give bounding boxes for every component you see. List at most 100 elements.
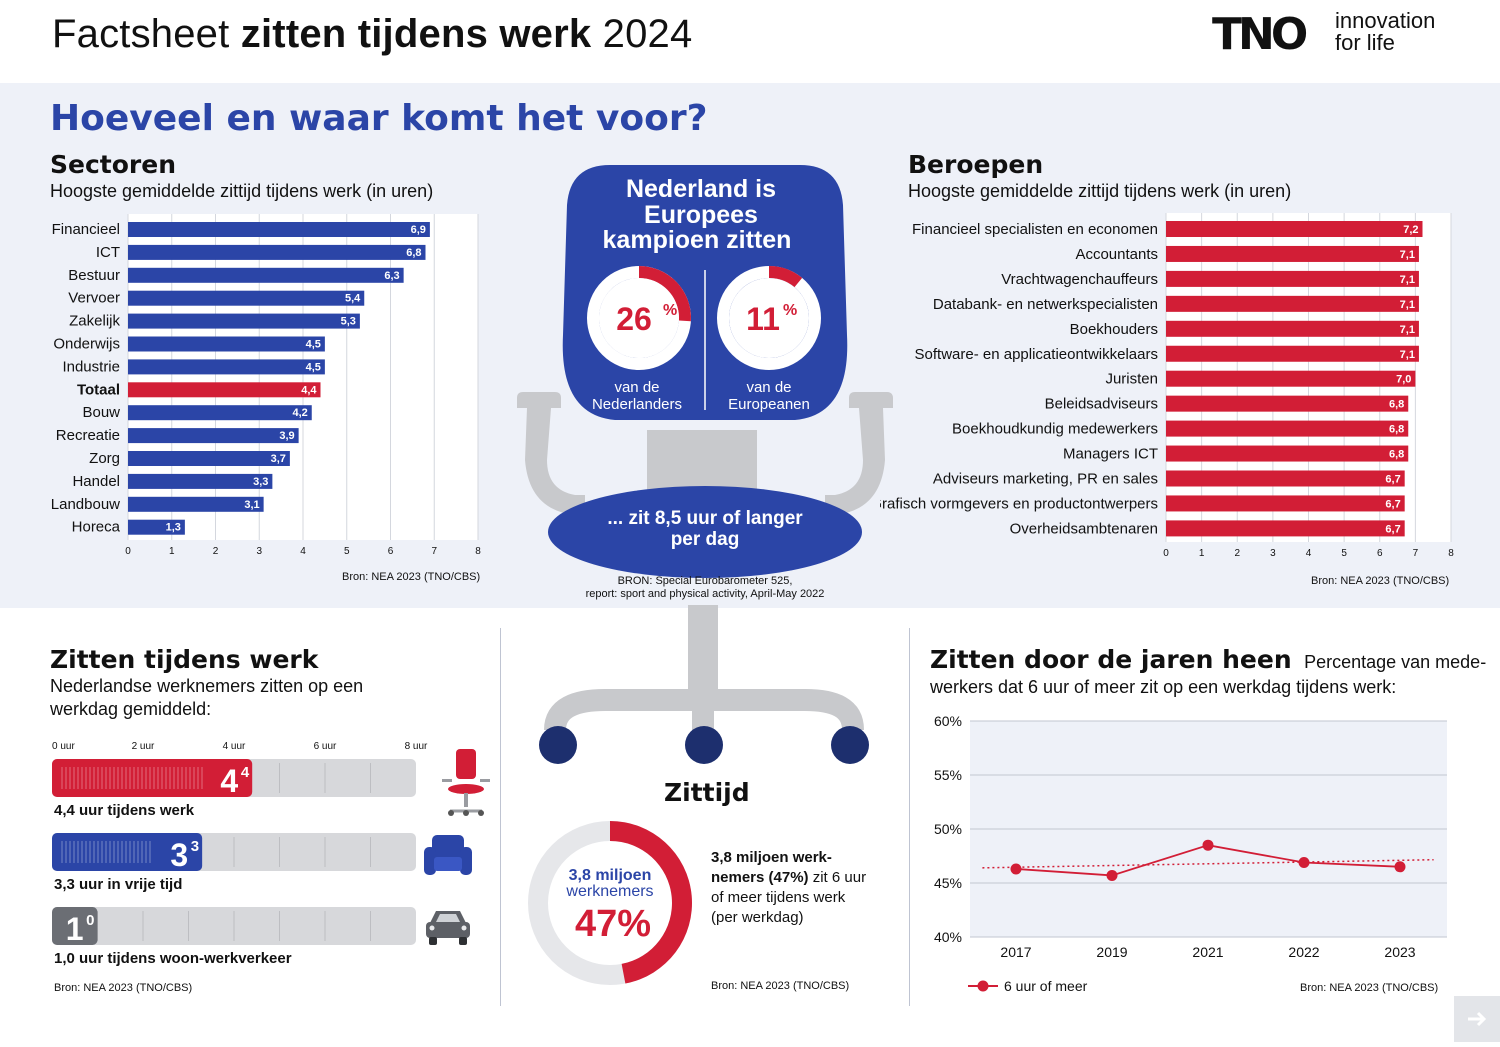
car-body bbox=[426, 922, 470, 938]
data-label: 5,3 bbox=[341, 316, 356, 328]
zittijd-desc-4-normal: (per werkdag) bbox=[711, 909, 804, 926]
data-label: 4,5 bbox=[306, 361, 321, 373]
bar bbox=[128, 428, 299, 444]
x-tick-label: 4 bbox=[300, 546, 306, 557]
data-point bbox=[1106, 869, 1118, 881]
hours-source: Bron: NEA 2023 (TNO/CBS) bbox=[54, 982, 192, 994]
zittijd-desc-line1: 3,8 miljoen werk- bbox=[711, 848, 866, 868]
y-tick-label: 45% bbox=[934, 875, 962, 891]
legend-marker bbox=[977, 980, 989, 992]
x-tick-label: 7 bbox=[1413, 548, 1419, 559]
x-tick-label: 2019 bbox=[1096, 944, 1127, 960]
bar bbox=[1166, 495, 1405, 512]
armchair-cushion bbox=[434, 857, 462, 871]
hours-fill bbox=[52, 833, 203, 871]
office-chair-wheel bbox=[448, 810, 454, 816]
zittijd-title: Zittijd bbox=[664, 778, 750, 807]
data-point bbox=[1202, 839, 1214, 851]
bar bbox=[128, 290, 365, 306]
chair-source-1: BRON: Special Eurobarometer 525, bbox=[618, 575, 793, 587]
data-label: 7,1 bbox=[1400, 324, 1415, 336]
data-label: 7,2 bbox=[1403, 224, 1418, 236]
years-source: Bron: NEA 2023 (TNO/CBS) bbox=[1300, 982, 1439, 994]
data-label: 1,3 bbox=[166, 522, 181, 534]
category-label: Overheidsambtenaren bbox=[1010, 520, 1158, 537]
y-tick-label: 60% bbox=[934, 713, 962, 729]
category-label: Software- en applicatieontwikkelaars bbox=[915, 346, 1158, 363]
data-label: 3,3 bbox=[253, 476, 268, 488]
zittijd-donut-arc bbox=[610, 821, 693, 984]
bar bbox=[128, 222, 430, 237]
x-tick-label: 2022 bbox=[1288, 944, 1319, 960]
bar bbox=[1166, 320, 1419, 337]
data-label: 6,3 bbox=[384, 270, 399, 282]
data-label: 5,4 bbox=[345, 293, 361, 305]
x-tick-label: 2023 bbox=[1384, 944, 1415, 960]
bar bbox=[1166, 520, 1405, 537]
divider-right bbox=[909, 628, 910, 1006]
armrest-top-right bbox=[849, 392, 893, 408]
y-tick-label: 50% bbox=[934, 821, 962, 837]
nl-donut-arc bbox=[639, 266, 691, 322]
eu-donut-inner bbox=[729, 278, 809, 358]
x-tick-label: 7 bbox=[431, 546, 437, 557]
professions-bar-chart: 0 1 2 3 4 5 6 7 8 Financieel specialisten en econ… bbox=[880, 213, 1454, 559]
data-label: 6,8 bbox=[1389, 449, 1404, 461]
professions-title: Beroepen bbox=[908, 150, 1044, 179]
data-point bbox=[1298, 856, 1310, 868]
data-point bbox=[1010, 863, 1022, 875]
x-tick-label: 6 bbox=[1377, 548, 1383, 559]
x-tick-label: 3 bbox=[1270, 548, 1276, 559]
title-bold: zitten tijdens werk bbox=[240, 12, 592, 56]
sectors-bar-chart: 0 1 2 3 4 5 6 7 8 Financieel 6,9 ICT 6,8 Bestuur 6,3 Ve… bbox=[51, 214, 481, 557]
zittijd-description: 3,8 miljoen werk- nemers (47%) zit 6 uur… bbox=[711, 848, 866, 928]
nl-percent: 26 bbox=[616, 301, 652, 337]
document-title: Factsheet zitten tijdens werk 2024 bbox=[52, 12, 692, 57]
nl-donut-inner bbox=[599, 278, 679, 358]
hours-infographic: 0 uur 2 uur 4 uur 6 uur 8 uur 4 4 4,4 uur tijde… bbox=[52, 741, 490, 994]
data-label: 4,5 bbox=[306, 339, 321, 351]
sitting-work-title: Zitten tijdens werk bbox=[50, 645, 319, 674]
data-label: 3,1 bbox=[244, 499, 259, 511]
x-tick-label: 6 bbox=[388, 546, 394, 557]
bar bbox=[128, 313, 360, 329]
x-tick-label: 1 bbox=[169, 546, 175, 557]
chair-wheel-left bbox=[539, 726, 577, 764]
category-label: Boekhouders bbox=[1070, 321, 1158, 338]
category-label: Bouw bbox=[82, 404, 120, 421]
category-label: Industrie bbox=[62, 358, 120, 375]
arrow-right-icon bbox=[1468, 1011, 1487, 1027]
category-label: Zorg bbox=[89, 450, 120, 467]
x-tick-label: 5 bbox=[344, 546, 350, 557]
hours-small-digit: 0 bbox=[86, 912, 94, 929]
office-chair-arm-right bbox=[480, 779, 490, 782]
hours-label: 3,3 uur in vrije tijd bbox=[54, 876, 182, 893]
hours-fill bbox=[52, 759, 253, 797]
chair-headline-2: Europees bbox=[644, 201, 758, 229]
sitting-work-subtitle: Nederlandse werknemers zitten op een wer… bbox=[50, 675, 363, 721]
bar bbox=[1166, 270, 1419, 287]
eu-donut-arc bbox=[769, 266, 803, 288]
data-label: 4,4 bbox=[301, 384, 317, 396]
car-wheel bbox=[459, 937, 467, 945]
bar bbox=[1166, 470, 1405, 487]
tno-logo: TNO innovation for life bbox=[1212, 10, 1462, 60]
bar bbox=[128, 244, 426, 260]
sectors-title: Sectoren bbox=[50, 150, 176, 179]
title-prefix: Factsheet bbox=[52, 12, 230, 56]
data-label: 4,2 bbox=[292, 407, 307, 419]
category-label: Vrachtwagenchauffeurs bbox=[1001, 271, 1158, 288]
armrest-top-left bbox=[517, 392, 561, 408]
zittijd-desc-2-bold: nemers (47%) bbox=[711, 869, 809, 886]
category-label: Boekhoudkundig medewerkers bbox=[952, 421, 1158, 438]
x-tick-label: 0 bbox=[1163, 548, 1169, 559]
scale-label: 8 uur bbox=[405, 741, 428, 752]
professions-source: Bron: NEA 2023 (TNO/CBS) bbox=[1311, 575, 1450, 587]
next-page-button[interactable] bbox=[1454, 996, 1500, 1042]
hours-big-digit: 1 bbox=[66, 911, 84, 947]
category-label: Financieel specialisten en economen bbox=[912, 221, 1158, 238]
main-heading: Hoeveel en waar komt het voor? bbox=[50, 98, 708, 139]
office-chair-post bbox=[464, 793, 468, 807]
nl-label-1: van de bbox=[614, 379, 659, 396]
x-tick-label: 1 bbox=[1199, 548, 1205, 559]
